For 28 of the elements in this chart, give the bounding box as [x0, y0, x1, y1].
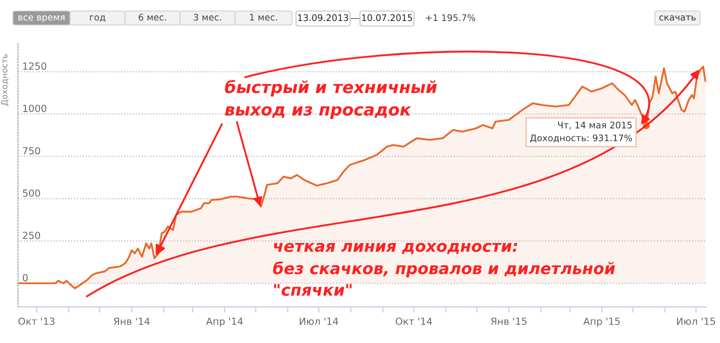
text: скачать: [659, 15, 696, 21]
text: +1 195.7%: [426, 14, 476, 22]
x-tick-label: Июл '14: [300, 318, 338, 325]
y-tick-label: 250: [22, 232, 40, 240]
x-tick-label: Окт '13: [18, 318, 54, 325]
annotation: Чт, 14 мая 2015 Доходность: 931.17%: [530, 122, 632, 143]
text: год: [90, 15, 106, 22]
x-tick-label: Апр '15: [583, 318, 620, 327]
y-tick-label: 750: [22, 147, 40, 154]
annotation: быстрый и техничный выход из просадок: [224, 80, 437, 119]
y-axis-title: Доходность: [1, 54, 9, 106]
y-tick-label: 0: [22, 274, 28, 282]
y-tick-label: 500: [22, 189, 40, 197]
text: 10.07.2015: [362, 14, 412, 22]
x-tick-label: Июл '15: [677, 318, 716, 325]
x-tick-label: Янв '15: [491, 318, 527, 325]
text: 6 мес.: [138, 14, 166, 21]
y-tick-label: 1000: [23, 104, 46, 112]
x-tick-label: Окт '14: [396, 318, 432, 325]
text: 1 мес.: [250, 14, 277, 21]
annotation: четкая линия доходности: без скачков, провалов и дилетльной "спячки": [273, 242, 615, 296]
x-tick-label: Янв '14: [114, 318, 150, 325]
y-tick-label: 1250: [23, 62, 46, 70]
text: 13.09.2013: [298, 14, 348, 22]
text: 3 мес.: [194, 14, 221, 21]
x-tick-label: Апр '14: [206, 318, 243, 327]
text: все время: [18, 15, 65, 22]
text: —: [350, 18, 360, 19]
